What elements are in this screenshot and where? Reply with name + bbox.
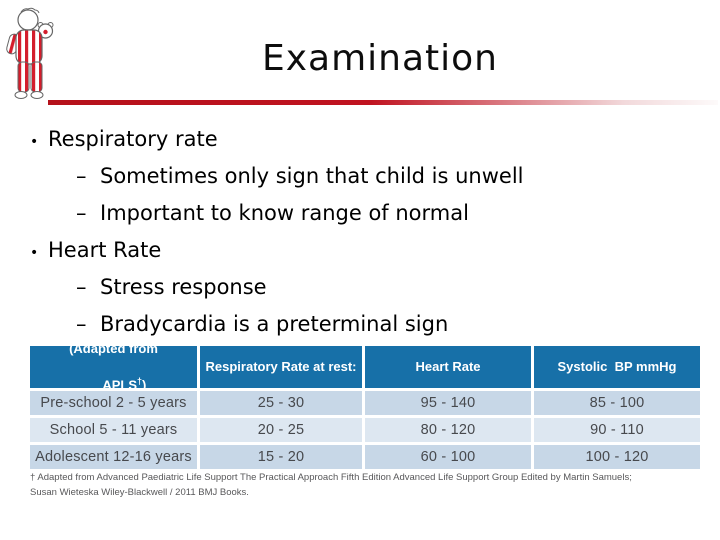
table-cell-bp: 85 - 100 — [534, 391, 700, 415]
dash-marker: – — [76, 275, 87, 299]
table-cell-hr: 60 - 100 — [365, 445, 531, 469]
footnote-line: Susan Wieteska Wiley-Blackwell / 2011 BM… — [30, 487, 249, 498]
table-header-age-group: (Adapted from APLS†) — [30, 341, 197, 392]
table-cell-bp: 100 - 120 — [534, 445, 700, 469]
vital-signs-table: (Adapted from APLS†) Respiratory Rate at… — [30, 341, 700, 469]
table-header-heart-rate: Heart Rate — [365, 346, 531, 388]
pyjama-child-teddy-logo-icon — [6, 7, 54, 99]
bullet-item: • Heart Rate — [0, 232, 720, 269]
sub-bullet-label: Important to know range of normal — [100, 201, 469, 225]
table-cell-hr: 95 - 140 — [365, 391, 531, 415]
table-cell-hr: 80 - 120 — [365, 418, 531, 442]
table-cell-age: School 5 - 11 years — [30, 418, 197, 442]
table-header-systolic-bp: Systolic BP mmHg — [534, 346, 700, 388]
bullet-label: Heart Rate — [48, 238, 162, 262]
sub-bullet-item: – Bradycardia is a preterminal sign — [0, 306, 720, 343]
bullet-label: Respiratory rate — [48, 127, 218, 151]
sub-bullet-item: – Important to know range of normal — [0, 195, 720, 232]
table-cell-rr: 20 - 25 — [200, 418, 362, 442]
sub-bullet-item: – Sometimes only sign that child is unwe… — [0, 158, 720, 195]
footnote-line: † Adapted from Advanced Paediatric Life … — [30, 472, 632, 483]
sub-bullet-item: – Stress response — [0, 269, 720, 306]
sub-bullet-label: Sometimes only sign that child is unwell — [100, 164, 524, 188]
table-cell-rr: 25 - 30 — [200, 391, 362, 415]
bullet-marker: • — [30, 134, 39, 150]
bullet-list: • Respiratory rate – Sometimes only sign… — [0, 121, 720, 343]
footnote: † Adapted from Advanced Paediatric Life … — [30, 470, 710, 500]
table-cell-age: Adolescent 12-16 years — [30, 445, 197, 469]
table-cell-rr: 15 - 20 — [200, 445, 362, 469]
sub-bullet-label: Stress response — [100, 275, 267, 299]
dash-marker: – — [76, 164, 87, 188]
table-header-respiratory-rate: Respiratory Rate at rest: — [200, 346, 362, 388]
sub-bullet-label: Bradycardia is a preterminal sign — [100, 312, 449, 336]
dagger-footnote-mark: † — [136, 375, 142, 386]
table-cell-bp: 90 - 110 — [534, 418, 700, 442]
bullet-marker: • — [30, 245, 39, 261]
dash-marker: – — [76, 201, 87, 225]
bullet-item: • Respiratory rate — [0, 121, 720, 158]
dash-marker: – — [76, 312, 87, 336]
table-cell-age: Pre-school 2 - 5 years — [30, 391, 197, 415]
title-divider-rule — [48, 100, 718, 105]
slide-title: Examination — [261, 38, 499, 79]
